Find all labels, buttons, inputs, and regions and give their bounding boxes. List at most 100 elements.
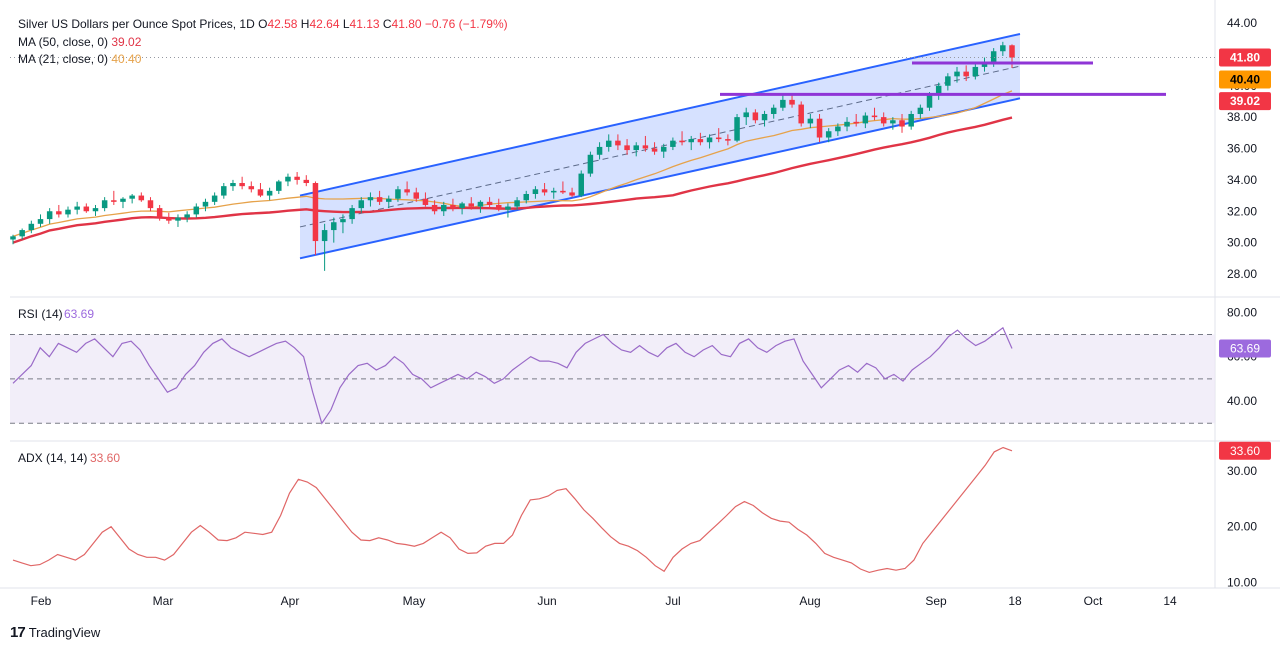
rsi-tick-label: 40.00 [1227, 394, 1257, 408]
candle-body [111, 200, 117, 202]
candle-body [908, 113, 914, 127]
candles [10, 41, 1015, 271]
candle-body [514, 200, 520, 207]
candle-body [770, 107, 777, 114]
candle-body [798, 104, 804, 124]
high-value: 42.64 [309, 17, 339, 31]
candle-body [230, 183, 236, 187]
time-tick-label: Jul [665, 594, 680, 608]
candle-body [431, 204, 438, 212]
time-tick-label: Oct [1084, 594, 1103, 608]
candle-body [605, 140, 612, 147]
candle-body [367, 197, 374, 201]
candle-body [596, 146, 603, 155]
candle-body [743, 112, 749, 118]
ma21-legend: MA (21, close, 0) 40.40 [18, 52, 142, 66]
candle-body [917, 107, 924, 114]
rsi-value-badge [1219, 339, 1271, 358]
candle-body [697, 139, 704, 143]
candle-body [761, 113, 768, 121]
price-badge-text: 40.40 [1230, 72, 1260, 86]
candle-body [37, 219, 44, 224]
candle-body [147, 200, 154, 209]
adx-value: 33.60 [90, 451, 120, 465]
price-tick-label: 34.00 [1227, 173, 1257, 187]
candle-body [679, 140, 685, 143]
candle-body [56, 211, 62, 215]
price-tick-label: 44.00 [1227, 16, 1257, 30]
candle-body [202, 201, 209, 207]
candle-body [899, 120, 905, 127]
candle-body [624, 145, 630, 151]
candle-body [550, 190, 557, 193]
candle-body [422, 198, 429, 205]
time-tick-label: Mar [153, 594, 174, 608]
candle-body [816, 118, 823, 138]
candle-body [587, 154, 594, 174]
open-label: O [258, 17, 267, 31]
candle-body [349, 208, 355, 220]
ma21-label: MA (21, close, 0) [18, 52, 111, 66]
candle-body [92, 208, 99, 212]
price-badge-text: 41.80 [1230, 51, 1260, 65]
candle-body [541, 189, 548, 193]
open-value: 42.58 [267, 17, 297, 31]
candle-body [780, 99, 786, 108]
channel-fill [300, 33, 1020, 259]
time-tick-label: Jun [537, 594, 556, 608]
candle-body [120, 198, 126, 202]
candle-body [459, 203, 465, 209]
price-tick-label: 28.00 [1227, 267, 1257, 281]
candle-body [221, 186, 227, 196]
candle-body [926, 95, 933, 108]
candle-body [184, 214, 190, 218]
drawing-overlays [10, 57, 1215, 96]
candle-body [340, 219, 346, 223]
price-badge [1219, 92, 1271, 111]
candle-body [844, 121, 850, 127]
candle-body [880, 117, 887, 124]
candle-body [496, 204, 502, 210]
candle-body [395, 189, 401, 199]
candle-body [963, 71, 969, 77]
price-badges: 41.80 40.40 39.02 [1219, 48, 1271, 111]
adx-line [12, 446, 1013, 574]
candle-body [468, 203, 475, 207]
candle-body [871, 115, 878, 118]
candle-body [321, 230, 328, 242]
candle-body [1009, 45, 1015, 58]
candle-body [239, 183, 245, 187]
candle-body [853, 121, 859, 124]
time-tick-label: Feb [31, 594, 52, 608]
adx-value-badge-text: 33.60 [1230, 444, 1260, 458]
price-tick-label: 32.00 [1227, 204, 1257, 218]
candle-body [789, 99, 795, 105]
candle-body [615, 140, 621, 146]
grid [0, 0, 1280, 589]
ascending-channel [299, 33, 1021, 260]
candle-body [486, 201, 493, 205]
candle-body [715, 137, 722, 140]
candle-body [166, 217, 172, 221]
footer: 17 TradingView [10, 622, 100, 642]
candle-body [670, 140, 676, 147]
rsi-label: RSI (14) [18, 307, 63, 321]
candle-body [972, 66, 979, 77]
candle-body [862, 115, 869, 124]
time-tick-label: Sep [925, 594, 947, 608]
candle-body [257, 189, 264, 196]
candle-body [285, 176, 291, 182]
time-tick-label: 18 [1008, 594, 1022, 608]
candle-body [935, 85, 942, 96]
chart-title-line: Silver US Dollars per Ounce Spot Prices,… [18, 17, 508, 31]
candle-body [312, 183, 319, 242]
candle-body [890, 120, 896, 124]
candle-body [945, 76, 951, 86]
channel-upper-line [299, 33, 1021, 197]
candle-body [331, 222, 337, 231]
tradingview-brand[interactable]: TradingView [28, 624, 101, 640]
time-tick-label: Apr [281, 594, 300, 608]
